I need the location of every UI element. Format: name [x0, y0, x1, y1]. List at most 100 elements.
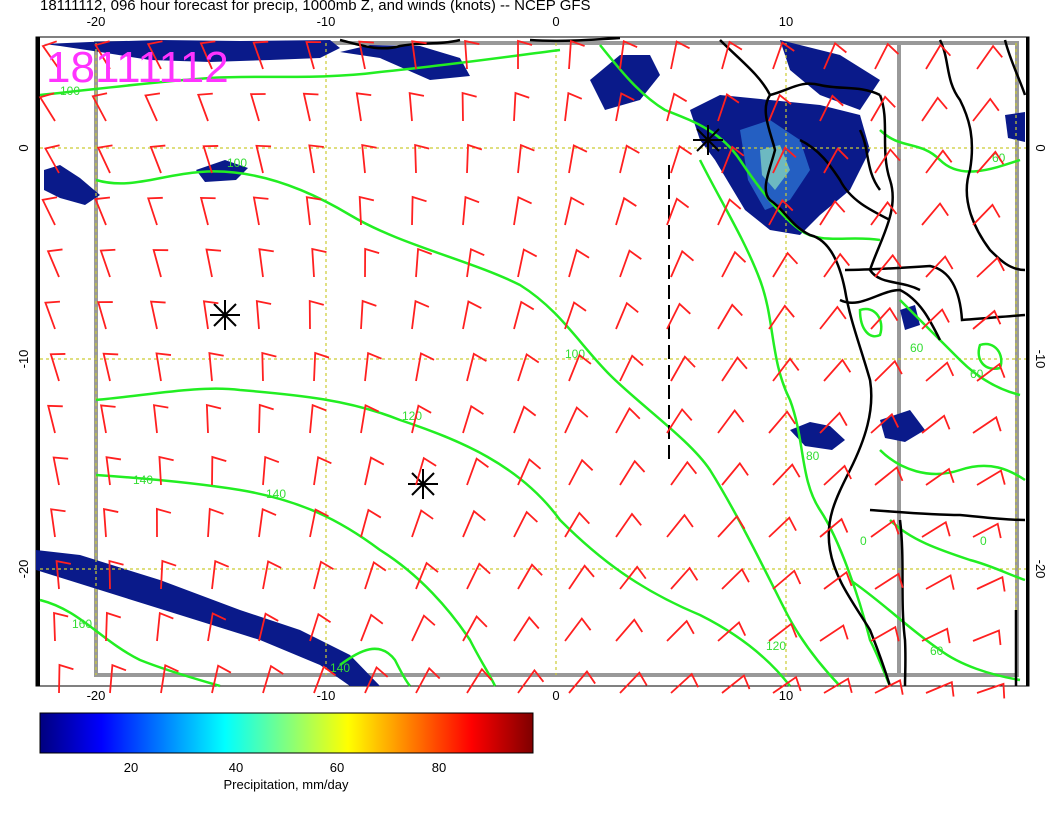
left-ticks: 0 -10 -20: [16, 144, 31, 578]
wind-barb: [721, 461, 749, 486]
wind-barb: [976, 682, 1006, 699]
wind-barb: [411, 509, 434, 538]
wind-barb: [972, 203, 1001, 226]
tick-label: -20: [87, 688, 106, 703]
wind-barb: [411, 40, 427, 70]
wind-barb: [517, 457, 542, 486]
wind-barb: [462, 615, 488, 642]
wind-barb: [38, 92, 56, 122]
wind-barb: [666, 619, 695, 642]
precip-blob-e: [1005, 112, 1025, 142]
wind-barb: [925, 467, 955, 486]
wind-barb: [717, 93, 740, 122]
wind-barb: [466, 562, 491, 590]
wind-barb: [415, 666, 441, 694]
wind-barb: [415, 247, 433, 278]
wind-barb: [109, 663, 127, 694]
wind-barb: [976, 256, 1005, 278]
wind-barb: [717, 409, 745, 434]
wind-barb: [466, 352, 487, 382]
wind-barb: [50, 508, 66, 538]
storm-markers: [210, 125, 723, 499]
wind-barb: [41, 40, 60, 70]
wind-barb: [823, 677, 853, 694]
wind-barb: [52, 456, 69, 486]
wind-barb: [568, 670, 596, 694]
wind-barb: [105, 456, 122, 486]
colorbar-label: Precipitation, mm/day: [224, 777, 349, 792]
wind-barb: [462, 404, 484, 434]
contour-label: 120: [766, 639, 786, 653]
wind-barb: [211, 664, 232, 694]
precip-blob-w: [44, 165, 100, 205]
wind-barb: [819, 305, 847, 330]
wind-barb: [874, 466, 904, 486]
wind-barb: [874, 359, 903, 382]
wind-barb: [199, 196, 216, 226]
wind-barb: [921, 96, 948, 122]
date-stamp: 18111112: [46, 43, 229, 92]
wind-barb: [564, 301, 587, 330]
wind-barb: [925, 255, 954, 278]
wind-barb: [568, 39, 585, 70]
wind-barb: [972, 629, 1002, 646]
wind-barb: [823, 147, 849, 174]
wind-barb: [53, 611, 69, 642]
wind-barb: [619, 565, 647, 590]
wind-barb: [513, 510, 538, 538]
wind-barbs: [38, 39, 1006, 699]
wind-barb: [103, 507, 119, 538]
wind-barb: [666, 302, 691, 330]
wind-barb: [568, 144, 588, 174]
wind-barb: [258, 507, 277, 538]
wind-barb: [360, 404, 380, 434]
wind-barb: [313, 455, 332, 486]
wind-barb: [202, 300, 219, 330]
wind-barb: [513, 196, 532, 226]
wind-barb: [364, 561, 387, 590]
contour-label: 140: [330, 661, 350, 675]
wind-barb: [819, 624, 849, 642]
wind-barb: [199, 40, 216, 70]
wind-barb: [44, 144, 60, 174]
wind-barb: [976, 362, 1006, 382]
wind-barb: [972, 309, 1002, 330]
wind-barb: [670, 355, 696, 382]
wind-barb: [619, 39, 638, 70]
wind-barb: [517, 668, 545, 694]
wind-barb: [921, 414, 951, 434]
wind-barb: [207, 507, 224, 538]
wind-barb: [252, 196, 269, 226]
precip-blob-nw: [44, 40, 340, 62]
wind-barb: [149, 300, 166, 330]
wind-barb: [517, 39, 533, 69]
wind-barb: [415, 561, 439, 590]
asterisk-icon: [693, 125, 723, 155]
wind-barb: [358, 195, 375, 226]
wind-barb: [211, 455, 227, 486]
wind-barb: [717, 198, 742, 226]
top-ticks: -20 -10 0 10: [87, 14, 794, 29]
colorbar-ticks: 20 40 60 80: [124, 760, 446, 775]
wind-barb: [823, 570, 853, 590]
wind-barb: [768, 198, 794, 226]
wind-barb: [721, 145, 745, 174]
wind-barb: [102, 352, 119, 382]
wind-barb: [564, 511, 590, 538]
wind-barb: [921, 308, 950, 330]
precip-blob-n: [340, 45, 470, 80]
wind-barb: [921, 202, 949, 226]
wind-barb: [921, 627, 951, 644]
wind-barb: [823, 358, 852, 382]
wind-barb: [615, 406, 641, 434]
wind-barb: [615, 196, 637, 226]
wind-barb: [772, 146, 797, 174]
wind-barb: [302, 92, 319, 122]
wind-barb: [874, 679, 904, 695]
wind-barb: [513, 91, 530, 122]
wind-barb: [670, 144, 693, 174]
wind-barb: [615, 92, 635, 122]
wind-barb: [823, 41, 847, 70]
contour-label: 0: [860, 534, 867, 548]
wind-barb: [870, 200, 898, 226]
